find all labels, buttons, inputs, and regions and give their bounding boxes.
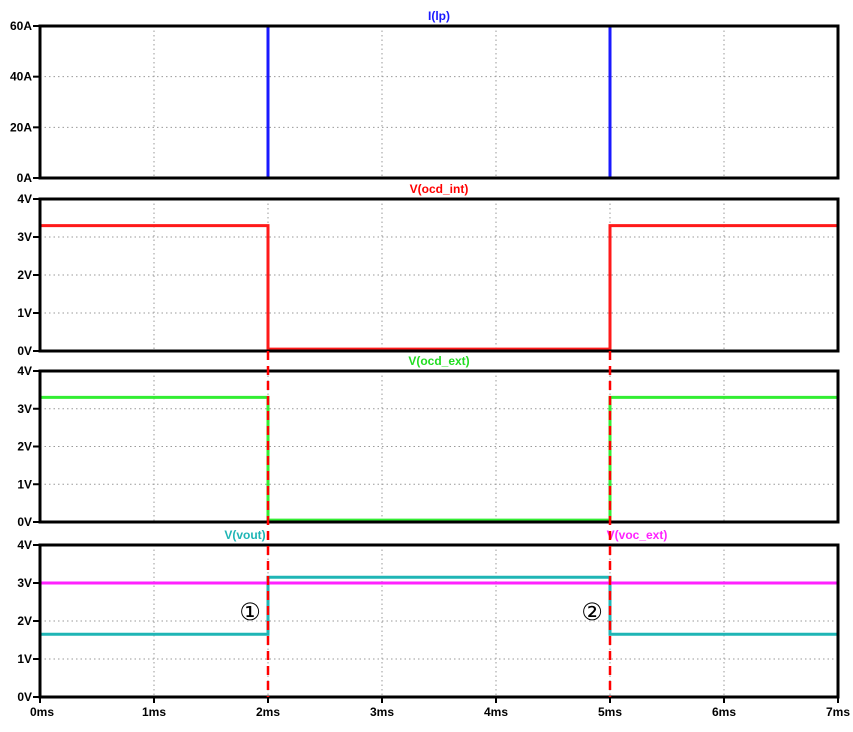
series-line-4-1 bbox=[40, 577, 838, 634]
panel-title: V(ocd_int) bbox=[410, 182, 469, 196]
panel-2: 0V 1V 2V 3V 4V V(ocd_int) bbox=[17, 182, 838, 358]
panel-1: 0A 20A 40A 60A I(lp) bbox=[10, 9, 838, 185]
series-title-vout: V(vout) bbox=[224, 528, 265, 542]
y-tick-label: 1V bbox=[17, 306, 32, 320]
y-tick-label: 0V bbox=[17, 690, 32, 704]
panel-title: V(ocd_ext) bbox=[408, 354, 469, 368]
y-tick-label: 1V bbox=[17, 652, 32, 666]
y-tick-label: 2V bbox=[17, 440, 32, 454]
y-tick-label: 40A bbox=[10, 70, 32, 84]
panel-frame bbox=[40, 545, 838, 697]
y-tick-label: 60A bbox=[10, 19, 32, 33]
series-line-2-1 bbox=[40, 226, 838, 350]
x-tick-label: 3ms bbox=[370, 705, 394, 719]
annotation-label: ① bbox=[239, 598, 261, 626]
x-tick-label: 0ms bbox=[30, 705, 54, 719]
panel-3: 0V 1V 2V 3V 4V V(ocd_ext) bbox=[17, 354, 838, 529]
series-line-1-1 bbox=[40, 26, 838, 178]
y-tick-label: 4V bbox=[17, 192, 32, 206]
annotation-label: ② bbox=[581, 598, 603, 626]
panel-title: I(lp) bbox=[428, 9, 450, 23]
panel-frame bbox=[40, 26, 838, 178]
y-tick-label: 0A bbox=[17, 171, 33, 185]
panel-4: 0V 1V 2V 3V 4V bbox=[17, 538, 838, 704]
panel-frame bbox=[40, 199, 838, 351]
x-tick-label: 2ms bbox=[256, 705, 280, 719]
y-tick-label: 20A bbox=[10, 120, 32, 134]
y-tick-label: 3V bbox=[17, 576, 32, 590]
y-tick-label: 2V bbox=[17, 268, 32, 282]
y-tick-label: 3V bbox=[17, 402, 32, 416]
x-tick-label: 1ms bbox=[142, 705, 166, 719]
series-title-voc-ext: V(voc_ext) bbox=[607, 528, 668, 542]
y-tick-label: 3V bbox=[17, 230, 32, 244]
y-tick-label: 0V bbox=[17, 344, 32, 358]
y-tick-label: 4V bbox=[17, 364, 32, 378]
x-tick-label: 5ms bbox=[598, 705, 622, 719]
series-line-3-1 bbox=[40, 397, 838, 520]
x-tick-label: 7ms bbox=[826, 705, 850, 719]
y-tick-label: 2V bbox=[17, 614, 32, 628]
x-tick-label: 6ms bbox=[712, 705, 736, 719]
panel-frame bbox=[40, 371, 838, 522]
x-tick-label: 4ms bbox=[484, 705, 508, 719]
y-tick-label: 1V bbox=[17, 477, 32, 491]
y-tick-label: 0V bbox=[17, 515, 32, 529]
y-tick-label: 4V bbox=[17, 538, 32, 552]
